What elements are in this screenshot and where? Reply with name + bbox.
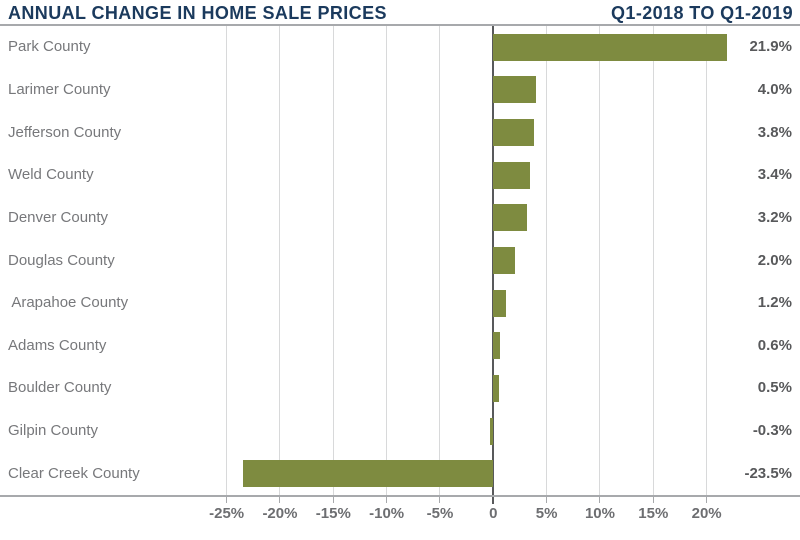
gridline — [226, 26, 228, 495]
bar — [493, 119, 534, 147]
bar — [242, 460, 494, 488]
axis-tick-label: -10% — [369, 505, 405, 522]
value-label: 3.2% — [757, 208, 792, 226]
axis-tick — [386, 497, 388, 503]
axis-tick-label: 0 — [489, 505, 498, 522]
axis-tick — [546, 497, 548, 503]
axis-tick-label: -25% — [209, 505, 245, 522]
bar — [493, 161, 530, 189]
category-label: Clear Creek County — [8, 464, 140, 482]
axis-tick — [332, 497, 334, 503]
axis-tick-label: -20% — [262, 505, 298, 522]
gridline — [332, 26, 334, 495]
value-label: 0.5% — [757, 379, 792, 397]
category-label: Larimer County — [8, 80, 111, 98]
chart-subtitle: Q1-2018 TO Q1-2019 — [611, 3, 793, 23]
gridline — [706, 26, 708, 495]
value-label: 3.4% — [757, 166, 792, 184]
gridline — [386, 26, 388, 495]
gridline — [599, 26, 601, 495]
category-label: Denver County — [8, 208, 109, 226]
bar — [493, 247, 515, 274]
value-label: 4.0% — [757, 80, 792, 98]
category-label: Gilpin County — [8, 422, 99, 440]
axis-tick-zero — [492, 497, 495, 504]
axis-tick-label: 20% — [691, 505, 722, 522]
value-label: -23.5% — [744, 464, 792, 482]
category-label: Jefferson County — [8, 123, 122, 141]
category-label: Park County — [8, 38, 91, 56]
gridline — [546, 26, 548, 495]
value-label: 2.0% — [757, 251, 792, 269]
axis-tick — [599, 497, 601, 503]
category-label: Adams County — [8, 336, 107, 354]
axis-tick — [226, 497, 228, 503]
bar — [493, 76, 536, 104]
category-label: Boulder County — [8, 379, 112, 397]
axis-tick — [706, 497, 708, 503]
axis-tick — [279, 497, 281, 503]
gridline — [652, 26, 654, 495]
axis-tick-label: 5% — [535, 505, 558, 522]
plot-area: Park County 21.9% Larimer County 4.0% Jeffer… — [0, 24, 800, 497]
gridline — [439, 26, 441, 495]
gridline — [279, 26, 281, 495]
category-label: Douglas County — [8, 251, 115, 269]
bar — [493, 33, 727, 61]
bar — [493, 289, 507, 317]
bar — [490, 417, 494, 445]
chart-title: ANNUAL CHANGE IN HOME SALE PRICES — [8, 3, 387, 23]
value-label: 1.2% — [757, 294, 792, 312]
value-label: 3.8% — [757, 123, 792, 141]
category-label: Arapahoe County — [8, 294, 129, 312]
axis-tick-label: 10% — [584, 505, 615, 522]
axis-tick-label: 15% — [638, 505, 669, 522]
value-label: -0.3% — [752, 422, 792, 440]
bar — [493, 332, 500, 360]
axis-tick — [652, 497, 654, 503]
bar — [493, 204, 528, 232]
axis-tick — [439, 497, 441, 503]
axis-tick-label: -5% — [426, 505, 454, 522]
bar — [493, 374, 499, 402]
value-label: 21.9% — [749, 38, 792, 56]
axis-tick-label: -15% — [315, 505, 351, 522]
category-label: Weld County — [8, 166, 94, 184]
value-label: 0.6% — [757, 336, 792, 354]
